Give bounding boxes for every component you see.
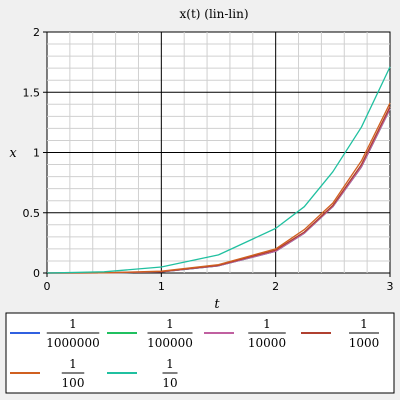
y-tick-label: 0.5	[23, 207, 41, 220]
legend-label-numerator: 1	[69, 357, 77, 371]
legend-label-numerator: 1	[263, 317, 271, 331]
series-line-100	[46, 102, 391, 274]
legend-label-denominator: 10000	[248, 336, 286, 350]
legend-label-numerator: 1	[69, 317, 77, 331]
y-axis-label: x	[9, 146, 17, 161]
series-line-10	[46, 66, 391, 274]
y-tick-label: 1.5	[23, 86, 41, 99]
legend-box	[5, 312, 395, 394]
legend-label-denominator: 10	[162, 376, 177, 390]
major-grid	[47, 32, 390, 273]
chart-title: x(t) (lin-lin)	[180, 7, 249, 21]
series-lines	[46, 66, 391, 274]
y-tick-label: 0	[33, 267, 40, 280]
y-tick-label: 1	[33, 147, 40, 160]
legend-label-numerator: 1	[166, 317, 174, 331]
legend-label-numerator: 1	[166, 357, 174, 371]
legend-label-denominator: 1000000	[46, 336, 99, 350]
legend-label-denominator: 100000	[147, 336, 193, 350]
legend-label-numerator: 1	[360, 317, 368, 331]
x-tick-label: 0	[44, 280, 51, 293]
legend: 1 1000000 1 100000 1 10000 1 1000 1 100 1 10	[5, 312, 395, 394]
legend-label-denominator: 100	[62, 376, 85, 390]
x-axis-label: t	[214, 297, 220, 312]
x-tick-label: 1	[158, 280, 165, 293]
y-tick-label: 2	[33, 26, 40, 39]
x-tick-label: 2	[272, 280, 279, 293]
legend-label-denominator: 1000	[349, 336, 380, 350]
axis-ticks: 0 1 2 3 0 0.5 1 1.5 2	[23, 26, 394, 293]
x-tick-label: 3	[387, 280, 394, 293]
